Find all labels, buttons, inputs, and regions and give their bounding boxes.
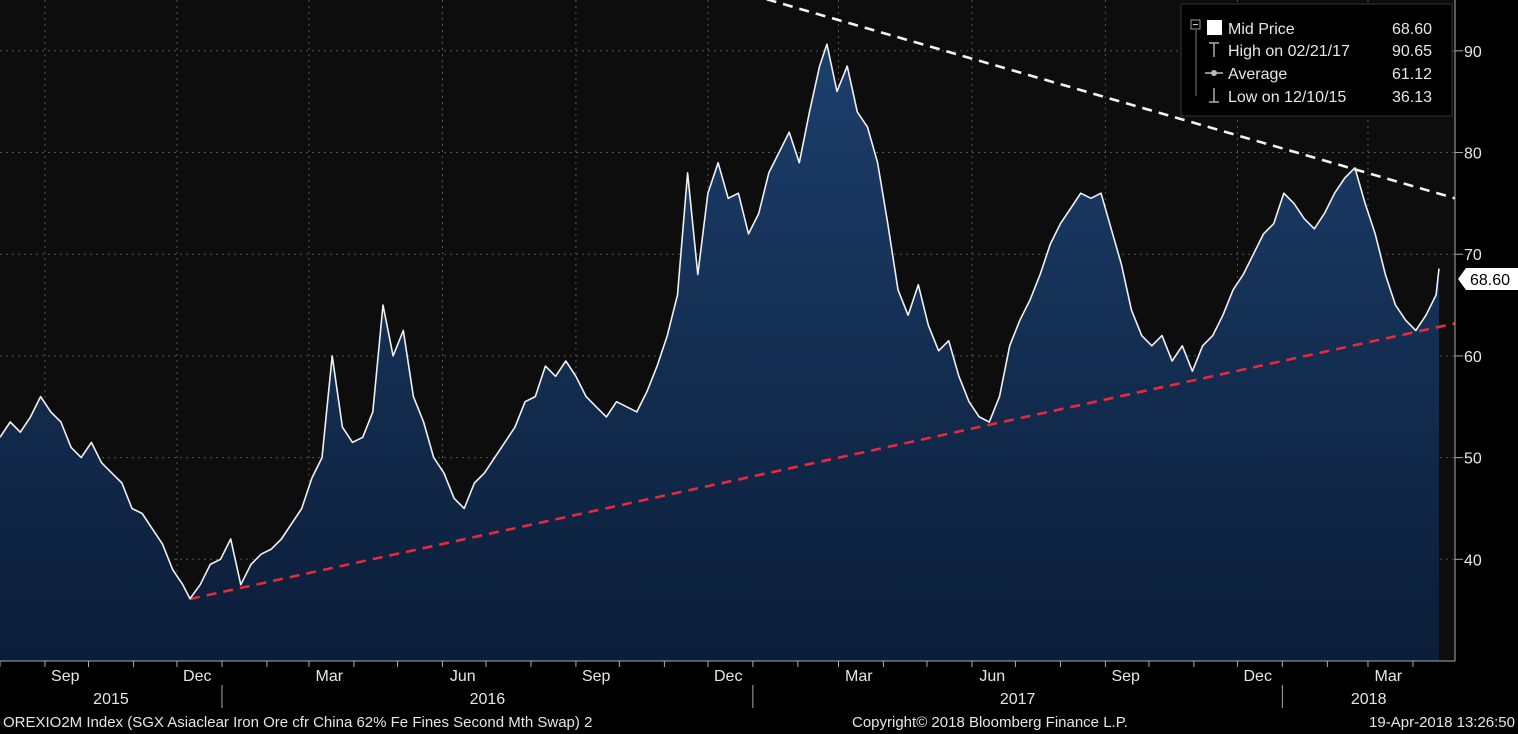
last-price-label: 68.60	[1470, 272, 1510, 289]
y-tick-label: 70	[1464, 247, 1482, 264]
x-tick-label: Dec	[183, 668, 211, 685]
legend: Mid Price 68.60 High on 02/21/17 90.65 A…	[1180, 3, 1453, 117]
legend-swatch-icon	[1207, 20, 1222, 35]
footer-copyright: Copyright© 2018 Bloomberg Finance L.P.	[852, 714, 1128, 731]
last-price-arrow	[1458, 268, 1518, 290]
legend-entry-label: Low on 12/10/15	[1228, 89, 1346, 106]
legend-entry-value: 68.60	[1392, 21, 1432, 38]
x-tick-label: Sep	[582, 668, 611, 685]
resistance-trendline	[764, 0, 1456, 200]
x-axis: Sep Dec Mar Jun Sep Dec Mar Jun Sep Dec Mar 2015 201…	[0, 660, 1455, 708]
x-tick-label: Sep	[51, 668, 80, 685]
x-tick-label: Jun	[450, 668, 476, 685]
footer: OREXIO2M Index (SGX Asiaclear Iron Ore c…	[3, 714, 1515, 731]
y-axis: 40 50 60 70 80 90	[1454, 0, 1482, 661]
trendlines	[189, 0, 1456, 601]
y-tick-label: 90	[1464, 44, 1482, 61]
year-label: 2015	[93, 691, 129, 708]
y-tick-label: 80	[1464, 146, 1482, 163]
legend-collapse-icon[interactable]	[1190, 19, 1201, 30]
support-trendline	[189, 322, 1456, 601]
y-tick-label: 50	[1464, 451, 1482, 468]
legend-entry-value: 61.12	[1392, 66, 1432, 83]
legend-high-icon	[1209, 42, 1219, 57]
x-tick-label: Mar	[1374, 668, 1402, 685]
year-label: 2016	[470, 691, 506, 708]
x-tick-label: Sep	[1111, 668, 1140, 685]
legend-low-icon	[1209, 88, 1219, 103]
y-tick-label: 60	[1464, 349, 1482, 366]
x-tick-label: Mar	[845, 668, 873, 685]
footer-timestamp: 19-Apr-2018 13:26:50	[1369, 714, 1515, 731]
last-price-marker: 68.60	[1458, 268, 1518, 290]
x-tick-label: Jun	[979, 668, 1005, 685]
footer-ticker: OREXIO2M Index (SGX Asiaclear Iron Ore c…	[3, 714, 592, 731]
x-tick-label: Dec	[1243, 668, 1271, 685]
x-tick-label: Mar	[316, 668, 344, 685]
legend-entry-label: Mid Price	[1228, 21, 1295, 38]
legend-entry-value: 36.13	[1392, 89, 1432, 106]
legend-entry-label: Average	[1228, 66, 1287, 83]
x-tick-label: Dec	[714, 668, 742, 685]
legend-average-icon	[1205, 70, 1223, 76]
year-label: 2017	[1000, 691, 1036, 708]
legend-box	[1180, 3, 1453, 117]
price-line	[0, 43, 1440, 600]
legend-entry-label: High on 02/21/17	[1228, 43, 1350, 60]
legend-entry-value: 90.65	[1392, 43, 1432, 60]
price-area-fill	[0, 44, 1439, 661]
year-label: 2018	[1351, 691, 1387, 708]
y-tick-label: 40	[1464, 552, 1482, 569]
